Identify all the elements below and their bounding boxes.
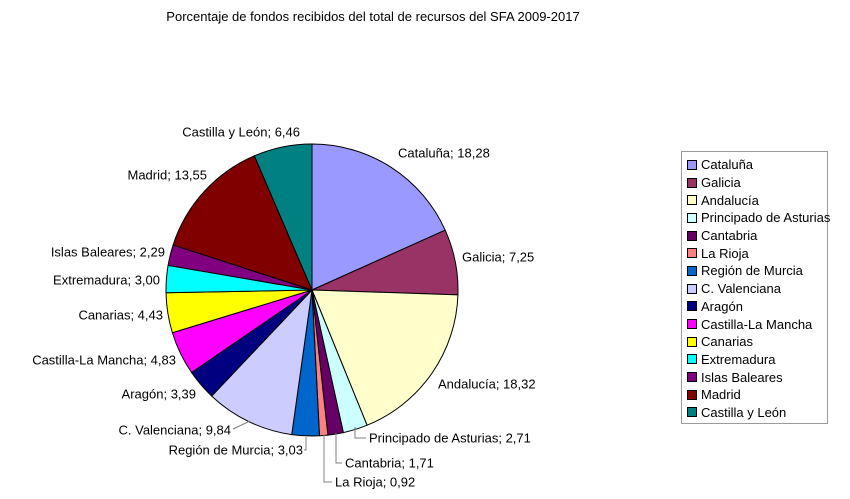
pie-slice-castilla-y-leon (253, 143, 313, 291)
slice-label-c-valenciana: C. Valenciana; 9,84 (119, 423, 232, 438)
legend-label: Madrid (701, 387, 741, 403)
slice-label-principado-de-asturias: Principado de Asturias; 2,71 (369, 431, 531, 446)
legend-label: Extremadura (701, 351, 776, 367)
pie-slice-cataluna (311, 143, 446, 291)
slice-label-andalucia: Andalucía; 18,32 (438, 377, 536, 392)
legend: Cataluña Galicia Andalucía Principado de As… (681, 151, 831, 424)
legend-label: C. Valenciana (701, 281, 781, 297)
legend-swatch-icon (687, 212, 697, 223)
legend-label: Cataluña (701, 157, 754, 173)
legend-swatch-icon (687, 283, 697, 294)
slice-label-aragon: Aragón; 3,39 (122, 387, 196, 402)
pie-slice-madrid (172, 155, 313, 291)
legend-item-c-valenciana: C. Valenciana (687, 280, 827, 298)
legend-item-islas-baleares: Islas Baleares (687, 368, 827, 386)
chart-title: Porcentaje de fondos recibidos del total… (166, 9, 580, 24)
legend-swatch-icon (687, 159, 697, 170)
legend-item-madrid: Madrid (687, 386, 827, 404)
legend-item-cantabria: Cantabria (687, 227, 827, 245)
legend-item-la-rioja: La Rioja (687, 244, 827, 262)
legend-swatch-icon (687, 319, 697, 330)
slice-label-canarias: Canarias; 4,43 (78, 308, 163, 323)
legend-swatch-icon (687, 248, 697, 259)
legend-item-aragon: Aragón (687, 298, 827, 316)
legend-swatch-icon (687, 177, 697, 188)
legend-label: Canarias (701, 334, 754, 350)
legend-label: Castilla-La Mancha (701, 316, 813, 332)
legend-label: Andalucía (701, 192, 759, 208)
slice-label-la-rioja: La Rioja; 0,92 (335, 475, 415, 490)
legend-swatch-icon (687, 354, 697, 365)
slice-label-cataluna: Cataluña; 18,28 (398, 146, 490, 161)
legend-item-canarias: Canarias (687, 333, 827, 351)
leader-line-la-rioja (323, 435, 332, 483)
legend-swatch-icon (687, 389, 697, 400)
leader-line-principado-de-asturias (354, 427, 366, 439)
legend-label: Principado de Asturias (701, 210, 831, 226)
slice-label-islas-baleares: Islas Baleares; 2,29 (51, 245, 165, 260)
legend-label: Castilla y León (701, 404, 787, 420)
legend-item-castilla-la-mancha: Castilla-La Mancha (687, 315, 827, 333)
legend-swatch-icon (687, 301, 697, 312)
legend-item-extremadura: Extremadura (687, 351, 827, 369)
legend-swatch-icon (687, 372, 697, 383)
pie-slice-andalucia (311, 289, 459, 426)
legend-swatch-icon (687, 265, 697, 276)
legend-item-galicia: Galicia (687, 174, 827, 192)
slice-label-castilla-y-leon: Castilla y León; 6,46 (182, 125, 300, 140)
legend-item-cataluna: Cataluña (687, 156, 827, 174)
slice-label-madrid: Madrid; 13,55 (128, 168, 208, 183)
slice-label-cantabria: Cantabria; 1,71 (345, 456, 434, 471)
slice-label-region-de-murcia: Región de Murcia; 3,03 (169, 443, 303, 458)
legend-swatch-icon (687, 336, 697, 347)
leader-line-c-valenciana (232, 420, 251, 430)
legend-label: La Rioja (701, 245, 749, 261)
legend-item-region-de-murcia: Región de Murcia (687, 262, 827, 280)
legend-item-castilla-y-leon: Castilla y León (687, 404, 827, 422)
legend-label: Islas Baleares (701, 369, 783, 385)
leader-line-region-de-murcia (304, 437, 307, 451)
legend-swatch-icon (687, 230, 697, 241)
slice-label-extremadura: Extremadura; 3,00 (53, 273, 160, 288)
legend-item-andalucia: Andalucía (687, 191, 827, 209)
legend-swatch-icon (687, 407, 697, 418)
legend-label: Cantabria (701, 228, 758, 244)
slice-label-galicia: Galicia; 7,25 (462, 250, 534, 265)
slice-label-castilla-la-mancha: Castilla-La Mancha; 4,83 (32, 353, 176, 368)
legend-item-principado-de-asturias: Principado de Asturias (687, 209, 831, 227)
legend-swatch-icon (687, 195, 697, 206)
legend-label: Galicia (701, 175, 741, 191)
leader-line-cantabria (335, 433, 342, 464)
legend-label: Región de Murcia (701, 263, 803, 279)
legend-label: Aragón (701, 298, 743, 314)
